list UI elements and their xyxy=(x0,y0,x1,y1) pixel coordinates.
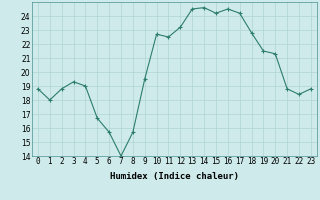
X-axis label: Humidex (Indice chaleur): Humidex (Indice chaleur) xyxy=(110,172,239,181)
